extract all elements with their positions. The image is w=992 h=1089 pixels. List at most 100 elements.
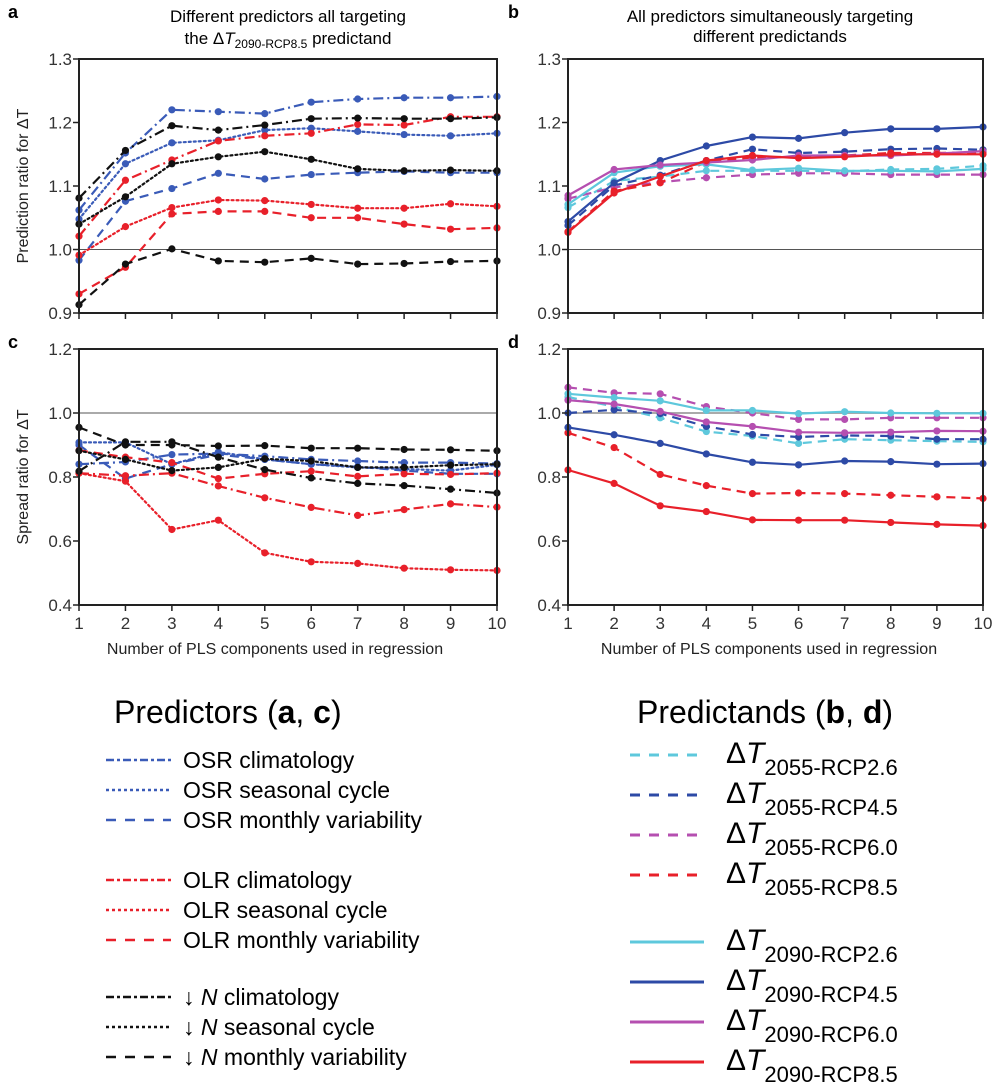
legend-item: ↓ N seasonal cycle xyxy=(106,1014,375,1040)
series-line xyxy=(567,399,984,434)
x-tick-label: 5 xyxy=(748,614,757,633)
legend-delta: Δ xyxy=(726,1044,746,1077)
series-line xyxy=(567,426,984,466)
x-tick-label: 5 xyxy=(260,614,269,633)
data-point xyxy=(933,427,941,435)
data-point xyxy=(121,193,130,201)
data-point xyxy=(261,148,269,156)
series-line xyxy=(78,444,497,480)
panel-a-title-delta: Δ xyxy=(213,29,224,48)
legend-predictors-title-c: c xyxy=(313,694,331,730)
legend-item: ΔT2055-RCP2.6 xyxy=(630,737,898,780)
legend-subscript: 2090-RCP8.5 xyxy=(764,1062,897,1087)
series-line xyxy=(77,127,499,221)
series--n-monthly-variability xyxy=(75,245,501,309)
data-point xyxy=(168,525,176,534)
series--t-2090-rcp8-5 xyxy=(564,150,987,236)
data-point xyxy=(168,160,176,168)
data-point xyxy=(446,94,455,102)
data-point xyxy=(841,167,849,175)
data-point xyxy=(400,115,408,123)
legend-item: ΔT2090-RCP6.0 xyxy=(630,1004,898,1047)
y-tick-label: 1.2 xyxy=(537,114,561,133)
series-line xyxy=(78,472,498,517)
data-point xyxy=(702,174,710,182)
data-point xyxy=(307,254,315,262)
y-tick-label: 1.1 xyxy=(537,177,561,196)
series-line xyxy=(567,408,983,441)
series-osr-climatology xyxy=(75,92,501,214)
y-tick-label: 1.1 xyxy=(48,177,72,196)
data-point xyxy=(841,429,849,437)
panel-c-xlabel: Number of PLS components used in regress… xyxy=(107,641,443,658)
legend-item: ΔT2090-RCP2.6 xyxy=(630,924,898,967)
y-tick-label: 0.6 xyxy=(48,532,72,551)
y-tick-label: 1.0 xyxy=(537,241,561,260)
x-tick-label: 7 xyxy=(353,614,362,633)
y-tick-label: 1.3 xyxy=(48,50,72,69)
legend-predictands: Predictands (b, d) ΔT2055-RCP2.6ΔT2055-R… xyxy=(630,694,898,1087)
data-point xyxy=(794,428,803,436)
data-point xyxy=(841,490,849,498)
legend-predictands-title: Predictands (b, d) xyxy=(637,694,893,730)
data-point xyxy=(121,160,130,168)
legend-subscript: 2055-RCP4.5 xyxy=(764,795,897,820)
data-point xyxy=(841,516,849,524)
data-point xyxy=(446,115,455,123)
data-point xyxy=(400,204,408,212)
data-point xyxy=(656,172,664,181)
y-tick-label: 0.8 xyxy=(48,468,72,487)
plot-frame xyxy=(78,348,498,606)
plot-frame xyxy=(567,348,984,606)
series-line xyxy=(567,392,983,415)
legend-predictands-title-close: ) xyxy=(882,694,893,730)
legend-subscript: 2055-RCP8.5 xyxy=(764,875,897,900)
series-line xyxy=(77,441,499,472)
data-point xyxy=(307,457,315,465)
data-point xyxy=(261,126,269,134)
data-point xyxy=(656,502,664,510)
data-point xyxy=(261,494,269,502)
data-point xyxy=(702,142,710,150)
series--t-2090-rcp2-6 xyxy=(564,390,987,418)
data-point xyxy=(121,455,130,463)
data-point xyxy=(887,428,895,436)
panel-b-title-line1: All predictors simultaneously targeting xyxy=(627,7,913,26)
data-point xyxy=(400,470,408,478)
data-point xyxy=(610,406,618,414)
legend-item: OSR climatology xyxy=(106,747,355,773)
series-line xyxy=(567,468,984,527)
y-tick-label: 0.4 xyxy=(48,596,72,615)
legend-T: T xyxy=(746,857,767,890)
data-point xyxy=(656,161,664,169)
data-point xyxy=(887,491,895,499)
legend-delta: Δ xyxy=(726,777,746,810)
panel-a-ylabel: Prediction ratio for ΔT xyxy=(15,108,32,263)
data-point xyxy=(794,439,803,447)
data-point xyxy=(354,204,362,212)
data-point xyxy=(446,132,455,140)
legend-N: N xyxy=(201,1044,218,1070)
legend-subscript: 2055-RCP2.6 xyxy=(764,755,897,780)
series--n-seasonal-cycle xyxy=(75,148,501,228)
legend-subscript: 2055-RCP6.0 xyxy=(764,835,897,860)
data-point xyxy=(933,460,941,468)
data-point xyxy=(610,165,618,174)
data-point xyxy=(400,463,408,471)
legend-T: T xyxy=(746,817,767,850)
x-tick-label: 7 xyxy=(840,614,849,633)
data-point xyxy=(610,179,618,187)
data-point xyxy=(354,127,362,135)
data-point xyxy=(307,558,315,566)
legend-item: OSR monthly variability xyxy=(106,807,423,833)
data-point xyxy=(748,151,757,160)
data-point xyxy=(400,564,408,572)
legend-predictands-title-b: b xyxy=(826,694,846,730)
data-point xyxy=(121,146,130,155)
data-point xyxy=(168,106,176,114)
data-point xyxy=(121,260,130,268)
series-line xyxy=(78,247,498,306)
data-point xyxy=(656,439,664,447)
data-point xyxy=(748,145,757,153)
series--t-2090-rcp6-0 xyxy=(564,396,987,437)
